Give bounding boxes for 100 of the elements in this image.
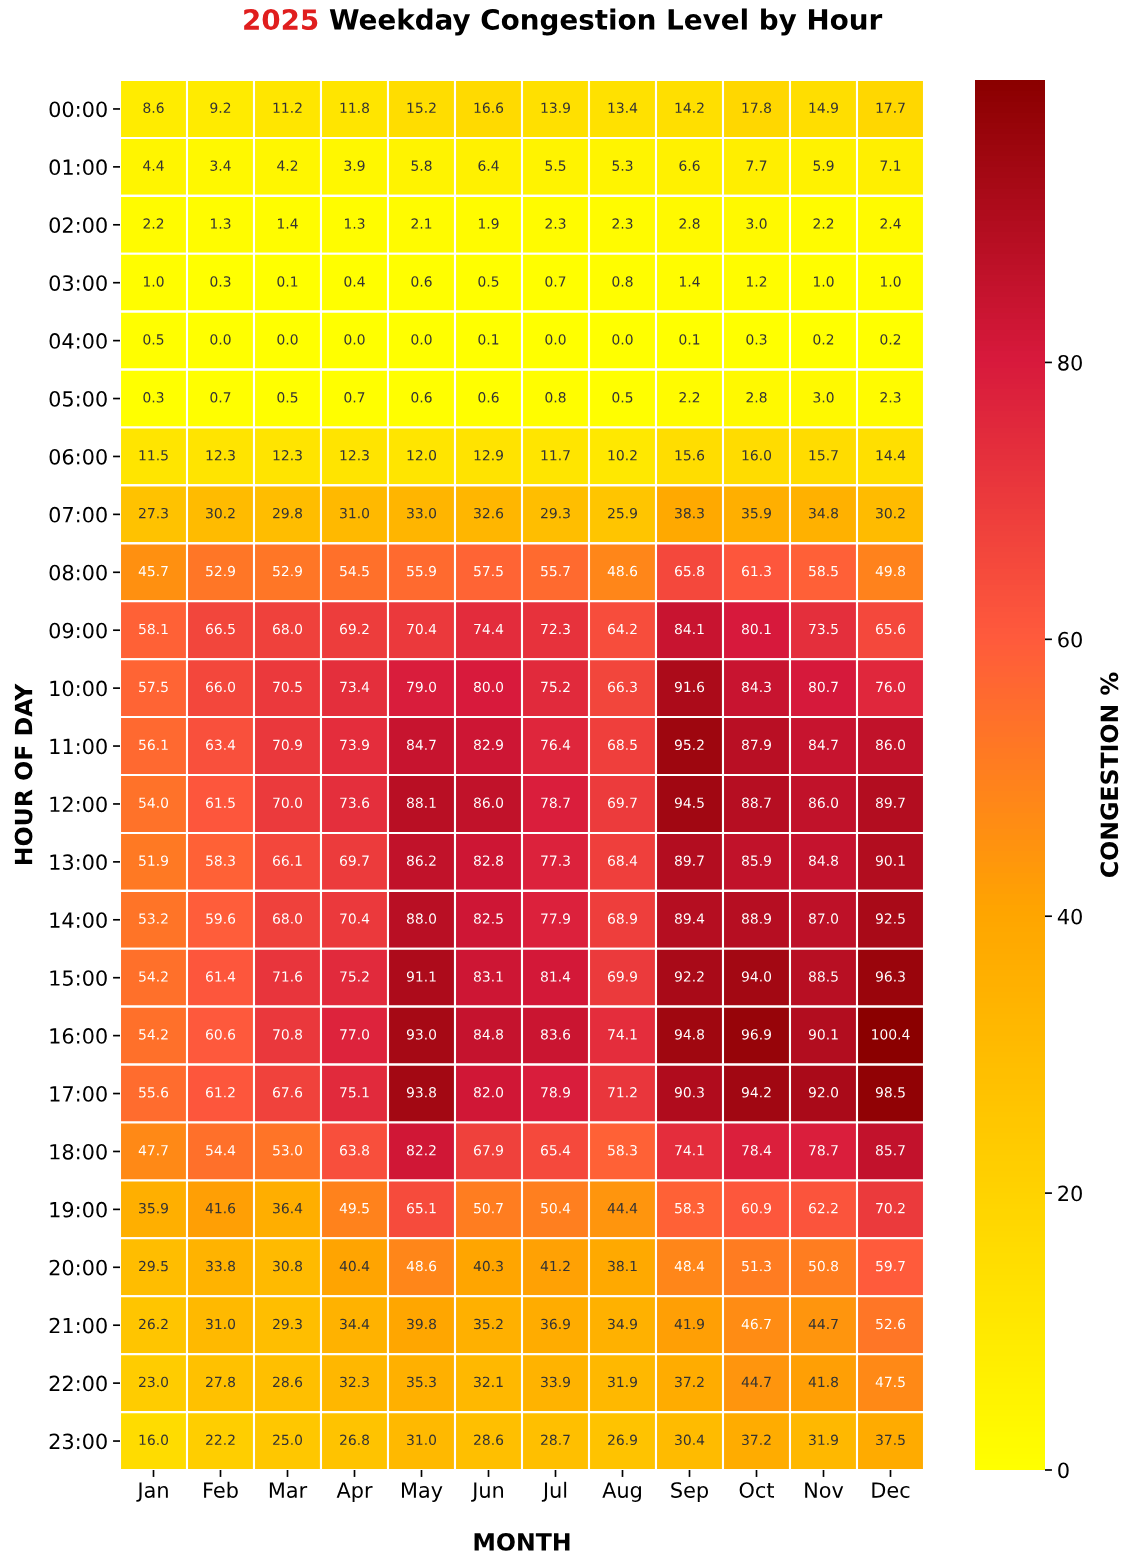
data-label: 0.1 <box>277 276 298 287</box>
data-label: 26.2 <box>139 1318 168 1330</box>
data-label: 68.4 <box>608 855 638 866</box>
data-label: 38.1 <box>608 1260 637 1272</box>
data-label: 84.8 <box>808 855 839 866</box>
data-label: 94.2 <box>741 1087 771 1098</box>
data-label: 65.8 <box>675 565 705 577</box>
data-label: 2.2 <box>813 218 834 229</box>
data-label: 88.1 <box>406 797 436 808</box>
data-label: 79.0 <box>407 681 437 693</box>
data-label: 0.7 <box>545 276 566 287</box>
data-label: 15.7 <box>809 450 838 461</box>
data-label: 39.8 <box>407 1318 437 1330</box>
data-label: 6.6 <box>679 160 700 171</box>
data-label: 23.0 <box>139 1376 169 1388</box>
data-label: 52.9 <box>206 565 235 577</box>
color-bar-label: 40 <box>1057 908 1082 925</box>
data-label: 0.3 <box>210 276 231 287</box>
data-label: 0.0 <box>210 334 231 345</box>
x-axis-title: MONTH <box>474 1532 570 1551</box>
data-label: 2.2 <box>679 392 700 403</box>
data-label: 0.8 <box>545 392 566 403</box>
data-label: 78.4 <box>742 1144 772 1156</box>
data-label: 37.2 <box>675 1376 704 1388</box>
data-label: 1.9 <box>478 218 499 229</box>
data-label: 25.9 <box>608 507 637 519</box>
data-label: 2.8 <box>746 392 767 403</box>
data-label: 60.6 <box>206 1029 236 1040</box>
data-label: 69.7 <box>608 797 637 808</box>
data-label: 91.6 <box>674 681 705 693</box>
data-label: 0.0 <box>545 334 566 345</box>
data-label: 70.4 <box>340 913 370 924</box>
data-label: 61.3 <box>742 565 771 577</box>
color-bar-label: 60 <box>1058 631 1082 648</box>
data-label: 47.5 <box>875 1376 905 1388</box>
data-label: 34.9 <box>608 1318 637 1330</box>
data-label: 33.9 <box>541 1376 570 1388</box>
data-label: 73.5 <box>809 623 838 635</box>
data-label: 70.2 <box>876 1202 905 1214</box>
data-label: 58.1 <box>139 623 168 635</box>
y-tick-label: 04:00 <box>49 333 107 349</box>
data-label: 54.0 <box>139 797 169 808</box>
data-label: 0.4 <box>344 276 365 287</box>
data-label: 90.1 <box>875 855 905 866</box>
data-label: 70.0 <box>273 797 303 808</box>
data-label: 81.4 <box>540 971 571 982</box>
data-label: 53.2 <box>139 913 168 924</box>
data-label: 92.2 <box>674 971 704 982</box>
data-label: 31.0 <box>206 1318 236 1330</box>
data-label: 4.2 <box>277 160 298 171</box>
data-label: 94.8 <box>674 1029 705 1040</box>
data-label: 82.5 <box>473 913 503 924</box>
data-label: 58.3 <box>206 855 235 866</box>
data-label: 0.2 <box>880 334 901 345</box>
data-label: 41.8 <box>808 1376 839 1388</box>
data-label: 27.8 <box>206 1376 236 1388</box>
data-label: 86.0 <box>875 739 906 751</box>
data-label: 48.4 <box>674 1260 705 1272</box>
y-tick-label: 05:00 <box>49 390 107 407</box>
y-tick-label: 02:00 <box>49 217 107 233</box>
data-label: 17.8 <box>742 102 772 113</box>
data-label: 0.2 <box>813 334 834 345</box>
data-label: 5.5 <box>545 160 566 171</box>
data-label: 100.4 <box>872 1029 910 1040</box>
data-label: 0.6 <box>411 392 432 403</box>
data-label: 47.7 <box>138 1145 168 1156</box>
data-label: 75.2 <box>541 681 570 693</box>
data-label: 33.0 <box>407 507 437 519</box>
data-label: 30.4 <box>675 1434 705 1446</box>
data-label: 7.1 <box>880 160 901 171</box>
data-label: 35.2 <box>474 1318 503 1330</box>
data-label: 94.0 <box>741 971 772 982</box>
data-label: 12.3 <box>273 449 302 461</box>
data-label: 29.3 <box>273 1318 302 1330</box>
data-label: 66.3 <box>608 681 637 693</box>
data-label: 59.7 <box>876 1260 905 1272</box>
data-label: 0.0 <box>344 334 365 345</box>
y-tick-label: 07:00 <box>49 506 107 523</box>
data-label: 80.0 <box>473 681 504 693</box>
data-label: 92.0 <box>808 1087 839 1098</box>
data-label: 82.8 <box>473 855 504 866</box>
data-label: 5.9 <box>813 160 834 171</box>
data-label: 78.9 <box>541 1087 570 1098</box>
data-label: 49.5 <box>339 1202 369 1214</box>
chart-title: 2025 Weekday Congestion Level by Hour <box>244 8 883 36</box>
data-label: 92.5 <box>875 913 905 924</box>
data-label: 14.4 <box>876 450 906 461</box>
data-label: 2.2 <box>143 218 164 229</box>
data-label: 75.2 <box>340 971 369 982</box>
data-label: 78.7 <box>809 1144 838 1156</box>
data-label: 30.2 <box>876 507 905 519</box>
data-label: 59.6 <box>206 913 236 924</box>
data-label: 68.0 <box>273 623 303 635</box>
data-label: 7.7 <box>746 160 767 171</box>
data-label: 11.2 <box>273 102 302 113</box>
data-label: 1.0 <box>880 276 901 287</box>
data-label: 70.4 <box>407 623 437 635</box>
data-label: 28.6 <box>474 1434 504 1446</box>
data-label: 12.0 <box>407 449 437 461</box>
data-label: 74.1 <box>675 1145 704 1156</box>
